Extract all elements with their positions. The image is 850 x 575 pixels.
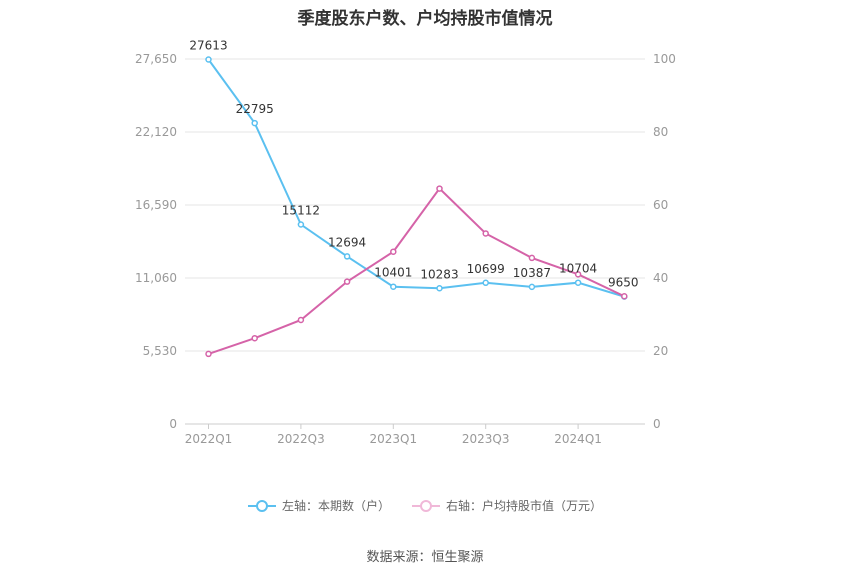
data-label: 10387 [513, 266, 551, 280]
y-right-tick-label: 0 [653, 417, 661, 431]
data-label: 10401 [374, 266, 412, 280]
data-source: 数据来源：恒生聚源 [366, 550, 484, 565]
x-tick-label: 2022Q1 [185, 432, 233, 446]
data-label: 15112 [282, 204, 320, 218]
legend-label-left: 左轴：本期数（户） [281, 499, 390, 513]
data-point-left [528, 283, 536, 291]
y-right-tick-label: 100 [653, 52, 676, 66]
y-right-tick-label: 60 [653, 198, 668, 212]
y-left-tick-label: 22,120 [135, 125, 177, 139]
data-point-left [390, 283, 397, 290]
axis-labels: 0 0 5,530 20 11,060 40 16,590 60 22,120 80 27,650 1… [135, 52, 676, 446]
series-lines [205, 56, 628, 358]
data-point-right [297, 316, 305, 324]
data-label: 10704 [559, 262, 597, 276]
data-labels: 27613 22795 15112 12694 10401 10283 10699 10387… [189, 38, 638, 289]
x-tick-label: 2024Q1 [554, 432, 602, 446]
data-label: 22795 [236, 102, 274, 116]
data-point-right [343, 278, 351, 285]
data-point-left [205, 56, 212, 63]
data-point-left [482, 279, 489, 287]
data-point-right [528, 254, 536, 262]
y-right-tick-label: 80 [653, 125, 668, 139]
x-tick-label: 2023Q3 [462, 432, 510, 446]
legend-item-left[interactable]: 左轴：本期数（户） [247, 497, 390, 514]
data-point-right [436, 185, 443, 192]
y-left-tick-label: 5,530 [143, 344, 177, 358]
data-point-left [343, 253, 351, 260]
chart-title: 季度股东户数、户均持股市值情况 [297, 9, 553, 29]
data-label: 10283 [420, 267, 458, 281]
data-point-right [251, 334, 258, 342]
data-point-right [621, 293, 628, 300]
data-point-left [251, 119, 258, 127]
y-right-tick-label: 40 [653, 271, 668, 285]
data-point-left [574, 279, 582, 286]
legend-item-right[interactable]: 右轴：户均持股市值（万元） [412, 497, 602, 514]
x-tick-label: 2023Q1 [369, 432, 417, 446]
data-point-right [482, 230, 489, 237]
data-point-right [390, 248, 397, 255]
legend-line-marker-left [247, 499, 276, 512]
data-label: 9650 [608, 276, 639, 290]
data-point-right [574, 271, 582, 278]
x-tick-label: 2022Q3 [277, 432, 325, 446]
series-line-right [208, 187, 625, 355]
legend-line-marker-right [412, 499, 440, 512]
series-line-left [207, 58, 625, 298]
y-left-tick-label: 16,590 [135, 198, 177, 212]
y-left-tick-label: 0 [169, 417, 177, 431]
data-label: 27613 [189, 38, 227, 52]
legend: 左轴：本期数（户） 右轴：户均持股市值（万元） [0, 497, 850, 514]
data-label: 10699 [467, 262, 505, 276]
y-left-tick-label: 27,650 [135, 52, 177, 66]
data-point-left [436, 285, 443, 292]
y-right-tick-label: 20 [653, 344, 668, 358]
legend-label-right: 右轴：户均持股市值（万元） [446, 499, 603, 513]
data-point-right [205, 350, 212, 358]
y-left-tick-label: 11,060 [135, 271, 177, 285]
data-point-left [297, 221, 305, 228]
data-label: 12694 [328, 235, 366, 249]
